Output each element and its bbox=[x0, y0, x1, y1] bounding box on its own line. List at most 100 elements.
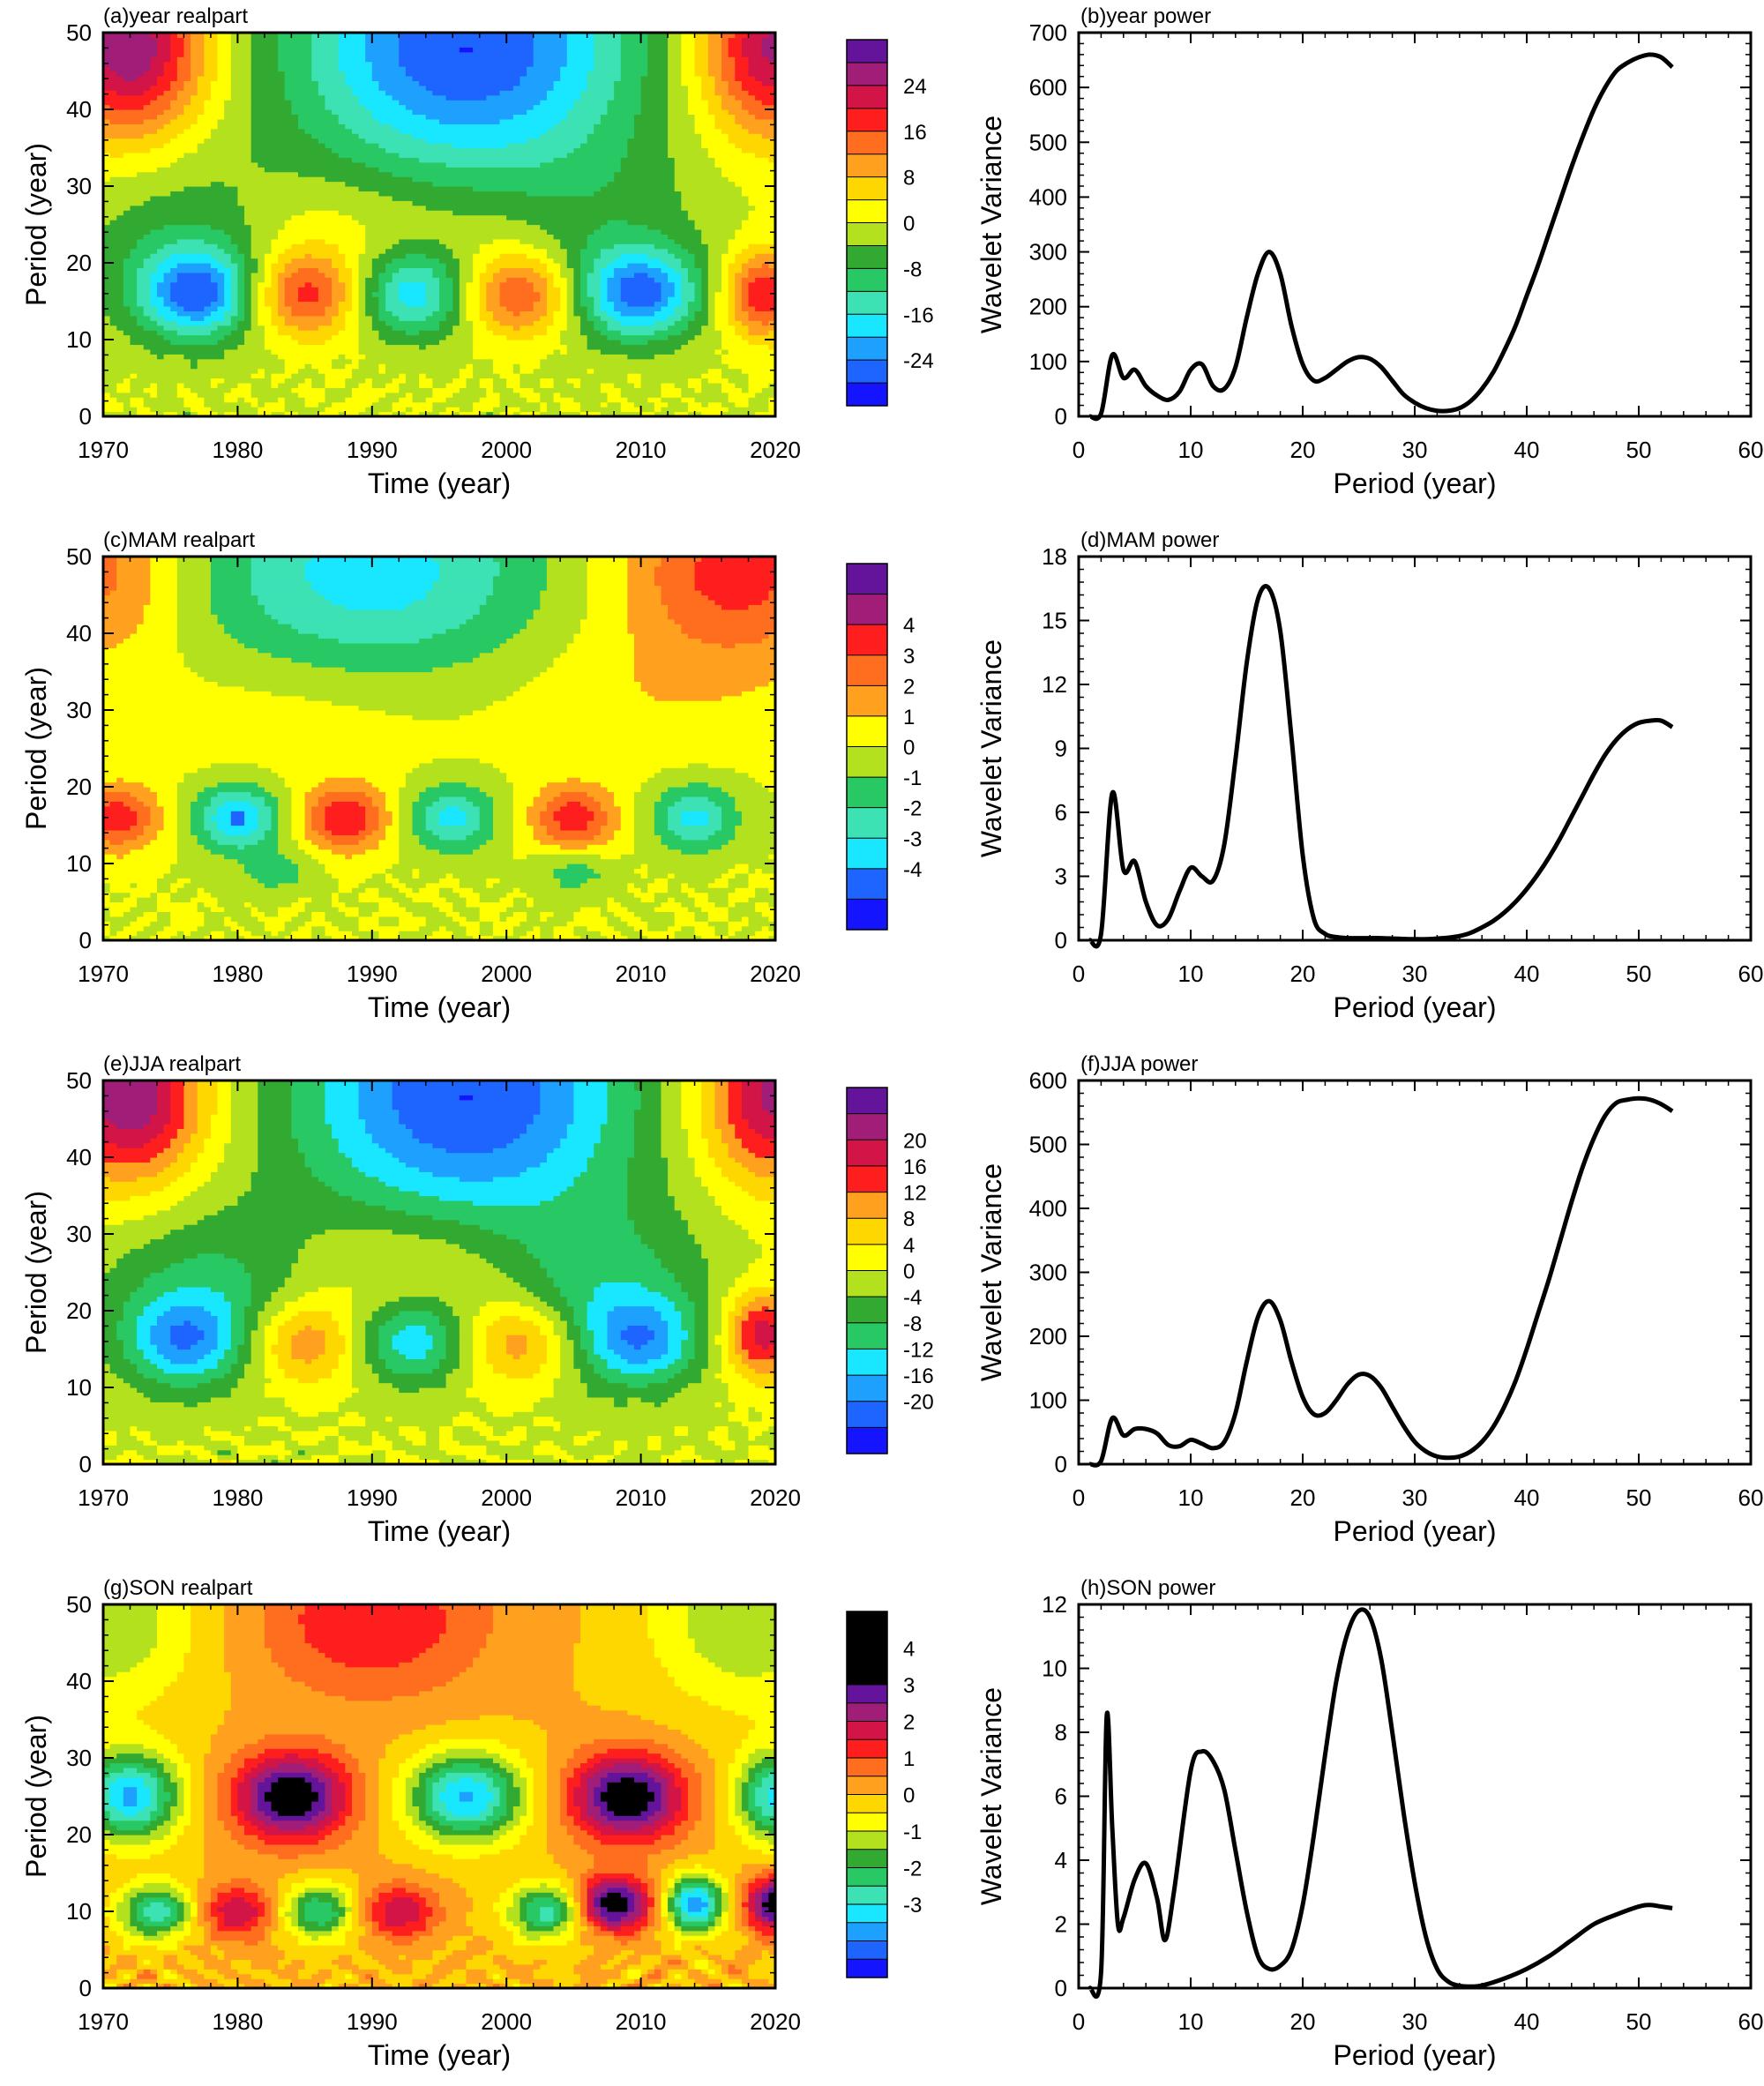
heatmap-cell bbox=[620, 277, 655, 283]
heatmap-cell bbox=[325, 868, 386, 874]
heatmap-cell bbox=[560, 1445, 615, 1451]
heatmap-cell bbox=[156, 80, 171, 86]
heatmap-cell bbox=[473, 1378, 555, 1384]
heatmap-cell bbox=[540, 401, 548, 407]
heatmap-cell bbox=[668, 47, 682, 53]
heatmap-cell bbox=[573, 281, 581, 288]
heatmap-cell bbox=[553, 815, 594, 821]
heatmap-cell bbox=[533, 1372, 561, 1379]
heatmap-cell bbox=[492, 925, 514, 931]
heatmap-cell bbox=[163, 224, 212, 230]
heatmap-cell bbox=[553, 348, 561, 355]
heatmap-cell bbox=[224, 1296, 252, 1302]
heatmap-cell bbox=[297, 411, 319, 417]
heatmap-cell bbox=[546, 801, 568, 807]
heatmap-cell bbox=[654, 320, 676, 326]
heatmap-cell bbox=[425, 590, 494, 596]
heatmap-cell bbox=[594, 267, 602, 273]
heatmap-cell bbox=[694, 41, 709, 48]
heatmap-cell bbox=[150, 599, 178, 605]
heatmap-cell bbox=[668, 272, 682, 278]
heatmap-cell bbox=[546, 1335, 561, 1341]
heatmap-cell bbox=[176, 638, 238, 644]
heatmap-cell bbox=[392, 171, 615, 177]
heatmap-cell bbox=[714, 85, 729, 91]
heatmap-cell bbox=[741, 1311, 750, 1317]
heatmap-cell bbox=[137, 628, 178, 634]
heatmap-cell bbox=[735, 61, 750, 67]
heatmap-cell bbox=[278, 1358, 306, 1364]
heatmap-cell bbox=[351, 277, 360, 283]
heatmap-cell bbox=[452, 916, 467, 922]
heatmap-cell bbox=[230, 1459, 238, 1465]
heatmap-cell bbox=[250, 56, 279, 63]
heatmap-cell bbox=[728, 248, 743, 254]
heatmap-cell bbox=[681, 195, 750, 201]
heatmap-cell bbox=[580, 777, 648, 783]
heatmap-cell bbox=[244, 811, 258, 817]
heatmap-cell bbox=[714, 161, 776, 168]
heatmap-cell bbox=[197, 1252, 225, 1259]
heatmap-cell bbox=[627, 1402, 655, 1408]
heatmap-cell bbox=[553, 310, 568, 317]
heatmap-cell bbox=[768, 407, 776, 413]
heatmap-cell bbox=[735, 310, 750, 317]
heatmap-cell bbox=[600, 305, 615, 311]
heatmap-cell bbox=[540, 935, 555, 941]
heatmap-cell bbox=[358, 325, 373, 331]
heatmap-cell bbox=[311, 382, 326, 388]
heatmap-cell bbox=[553, 1378, 581, 1384]
heatmap-cell bbox=[123, 1449, 138, 1455]
heatmap-cell bbox=[492, 1368, 541, 1374]
heatmap-cell bbox=[553, 911, 574, 917]
heatmap-cell bbox=[103, 647, 178, 654]
heatmap-cell bbox=[640, 781, 689, 788]
heatmap-cell bbox=[694, 51, 709, 57]
heatmap-cell bbox=[553, 872, 602, 879]
heatmap-cell bbox=[668, 33, 682, 39]
heatmap-cell bbox=[627, 1439, 648, 1446]
heatmap-cell bbox=[385, 363, 467, 370]
heatmap-cell bbox=[156, 791, 178, 797]
heatmap-cell bbox=[176, 575, 212, 581]
heatmap-cell bbox=[506, 772, 655, 778]
heatmap-cell bbox=[707, 811, 722, 817]
heatmap-cell bbox=[332, 801, 360, 807]
heatmap-cell bbox=[512, 1425, 527, 1432]
heatmap-cell bbox=[661, 228, 702, 235]
heatmap-cell bbox=[620, 1449, 676, 1455]
heatmap-cell bbox=[668, 147, 709, 153]
heatmap-cell bbox=[103, 181, 212, 187]
heatmap-cell bbox=[230, 1449, 238, 1455]
heatmap-cell bbox=[291, 1353, 319, 1359]
heatmap-cell bbox=[728, 791, 776, 797]
heatmap-cell bbox=[633, 272, 648, 278]
heatmap-cell bbox=[217, 1459, 232, 1465]
heatmap-cell bbox=[587, 1311, 609, 1317]
heatmap-cell bbox=[566, 248, 581, 254]
heatmap-cell bbox=[560, 334, 588, 340]
heatmap-cell bbox=[506, 1344, 527, 1350]
heatmap-cell bbox=[103, 258, 124, 264]
heatmap-cell bbox=[735, 872, 750, 879]
colorbar-swatch bbox=[847, 777, 887, 809]
heatmap-cell bbox=[284, 287, 299, 293]
heatmap-cell bbox=[358, 882, 393, 888]
heatmap-cell bbox=[130, 921, 151, 927]
heatmap-cell bbox=[103, 1320, 117, 1326]
heatmap-cell bbox=[492, 825, 514, 831]
heatmap-cell bbox=[103, 373, 131, 379]
heatmap-cell bbox=[297, 897, 312, 903]
heatmap-cell bbox=[755, 94, 776, 101]
heatmap-cell bbox=[156, 291, 171, 297]
heatmap-cell bbox=[687, 1224, 743, 1230]
heatmap-cell bbox=[566, 921, 609, 927]
heatmap-cell bbox=[258, 301, 265, 307]
heatmap-cell bbox=[681, 330, 702, 336]
heatmap-cell bbox=[258, 1325, 265, 1331]
heatmap-cell bbox=[123, 75, 138, 81]
heatmap-cell bbox=[264, 1363, 279, 1369]
heatmap-cell bbox=[399, 931, 433, 937]
y-tick-label: 20 bbox=[66, 774, 92, 800]
heatmap-cell bbox=[748, 868, 756, 874]
